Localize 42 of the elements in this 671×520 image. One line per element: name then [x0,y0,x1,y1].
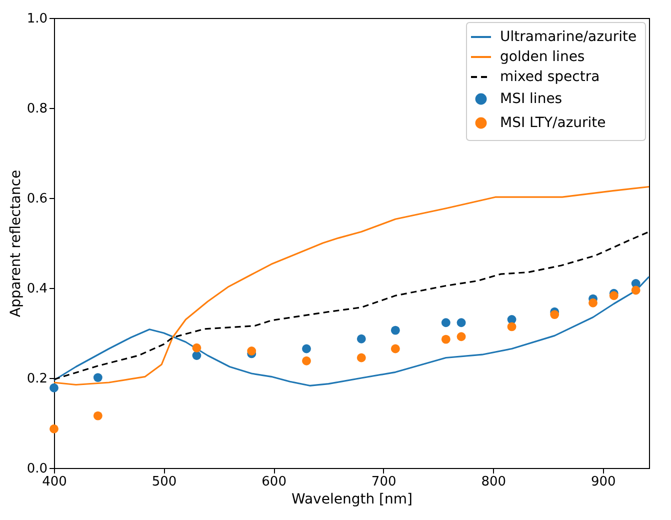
point [390,344,400,354]
point [631,286,640,295]
y-tick-label: 1.0 [26,12,48,26]
point [456,318,466,328]
point [192,351,202,360]
point [441,334,450,344]
y-tick-label: 0.8 [26,102,48,116]
legend-label: MSI lines [500,91,562,107]
point [192,343,202,352]
point [50,383,58,392]
legend-label: Ultramarine/azurite [500,29,637,45]
legend-label: mixed spectra [500,69,600,85]
y-axis-title: Apparent reflectance [8,170,24,318]
point [247,346,256,356]
x-tick-label: 600 [262,474,286,490]
point [356,353,366,362]
point [390,326,400,335]
point [609,291,618,300]
x-tick-label: 800 [481,474,506,490]
point [507,322,516,332]
point [93,411,102,420]
legend-label: golden lines [500,49,585,65]
point [441,318,450,328]
point [302,344,311,354]
point [302,356,311,366]
point [356,334,366,344]
point [550,310,560,320]
x-tick-label: 400 [42,474,67,490]
y-tick-label: 0.2 [26,372,48,386]
y-tick-label: 0.6 [26,192,48,206]
y-tick-label: 0.4 [26,282,48,296]
x-tick-label: 500 [152,474,177,490]
point [456,332,466,342]
point [588,298,598,308]
x-tick-label: 900 [590,474,616,490]
y-tick-label: 0.0 [26,462,48,476]
x-axis-title: Wavelength [nm] [292,492,412,508]
point [50,424,58,434]
line-series [53,276,650,386]
point [93,373,102,382]
legend-label: MSI LTY/azurite [500,115,606,131]
x-tick-label: 700 [371,474,396,490]
